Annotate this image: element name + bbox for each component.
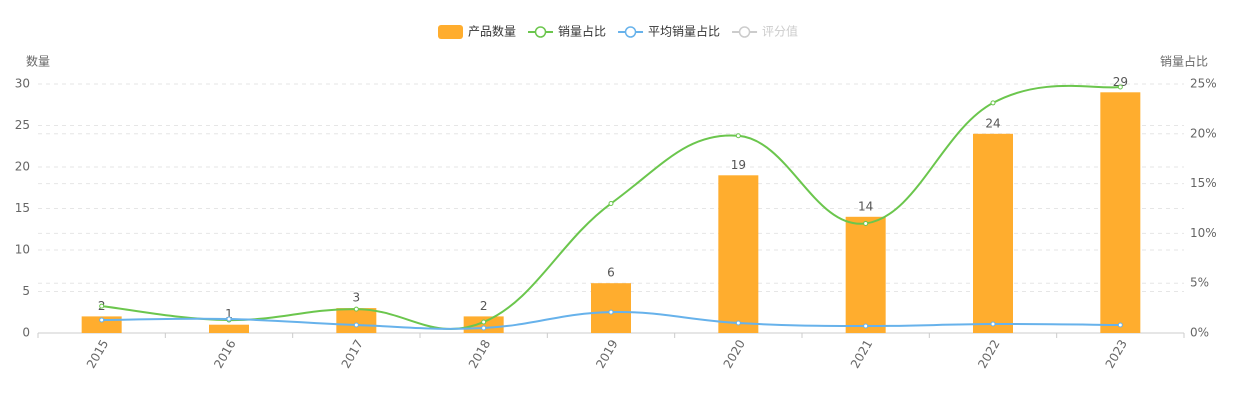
line-point <box>608 309 614 315</box>
legend-swatch <box>624 26 637 38</box>
line-point <box>990 321 996 327</box>
line-point <box>1117 322 1123 328</box>
line-point <box>353 322 359 328</box>
y2-tick-label: 10% <box>1190 226 1217 240</box>
x-tick-label: 2020 <box>721 337 748 370</box>
bar-value-label: 1 <box>225 307 233 321</box>
line-point <box>481 325 487 331</box>
line-point <box>353 306 359 312</box>
bar-value-label: 2 <box>480 299 488 313</box>
y2-axis-label: 销量占比 <box>1160 54 1208 69</box>
y-tick-label: 25 <box>15 118 30 132</box>
line-point <box>226 316 232 322</box>
legend-swatch <box>534 26 547 38</box>
bar <box>1100 92 1141 333</box>
bar <box>973 133 1013 333</box>
legend-label: 平均销量占比 <box>648 24 720 39</box>
line-point <box>735 320 741 326</box>
line-point <box>99 317 105 323</box>
line-point <box>990 100 996 106</box>
bar-value-label: 14 <box>858 199 873 213</box>
y2-tick-label: 15% <box>1190 176 1217 190</box>
legend-label: 评分值 <box>762 24 798 39</box>
y-axis-label: 数量 <box>26 54 50 69</box>
bar-value-label: 3 <box>353 291 361 305</box>
legend-item: 评分值 <box>732 24 798 39</box>
bar-value-label: 24 <box>985 116 1000 130</box>
line-point <box>608 201 614 207</box>
y2-tick-label: 20% <box>1190 126 1217 140</box>
bar <box>591 283 631 333</box>
line-point <box>481 319 487 325</box>
x-tick-label: 2016 <box>211 337 238 370</box>
y-tick-label: 15 <box>15 201 30 215</box>
bar <box>209 324 249 333</box>
x-tick-label: 2022 <box>975 337 1002 370</box>
line-point <box>99 303 105 309</box>
y-tick-label: 10 <box>15 243 30 257</box>
line-point <box>863 323 869 329</box>
x-tick-label: 2017 <box>339 337 366 370</box>
legend-item: 平均销量占比 <box>618 24 720 39</box>
y-tick-label: 0 <box>22 326 30 340</box>
x-tick-label: 2018 <box>466 337 493 370</box>
x-tick-label: 2023 <box>1103 337 1130 370</box>
bar-value-label: 29 <box>1113 75 1128 89</box>
y2-tick-label: 0% <box>1190 326 1209 340</box>
line-series <box>101 84 1121 330</box>
bar <box>336 308 377 333</box>
line-point <box>735 133 741 139</box>
legend-label: 产品数量 <box>468 24 516 39</box>
bar <box>845 216 886 333</box>
line-point <box>1117 84 1123 90</box>
bar <box>718 175 759 333</box>
legend-item: 产品数量 <box>438 24 516 39</box>
legend-label: 销量占比 <box>558 24 606 39</box>
x-tick-label: 2019 <box>593 337 620 370</box>
y-tick-label: 30 <box>15 77 30 91</box>
legend-swatch <box>738 26 751 38</box>
y2-tick-label: 5% <box>1190 276 1209 290</box>
y2-tick-label: 25% <box>1190 77 1217 91</box>
legend-item: 销量占比 <box>528 24 606 39</box>
y-tick-label: 5 <box>22 284 30 298</box>
line-point <box>863 220 869 226</box>
x-tick-label: 2015 <box>84 337 111 370</box>
bar-value-label: 19 <box>731 158 746 172</box>
y-tick-label: 20 <box>15 160 30 174</box>
bar-value-label: 6 <box>607 266 615 280</box>
x-tick-label: 2021 <box>848 337 875 370</box>
legend-swatch <box>438 25 463 39</box>
